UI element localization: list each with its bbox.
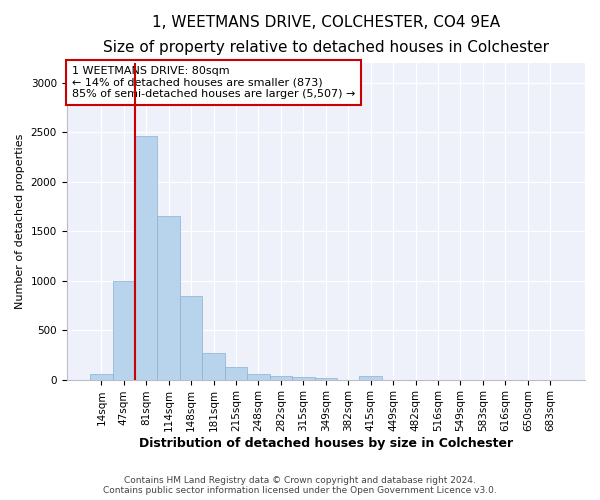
Bar <box>90 374 113 380</box>
X-axis label: Distribution of detached houses by size in Colchester: Distribution of detached houses by size … <box>139 437 513 450</box>
Bar <box>180 296 202 380</box>
Bar <box>157 216 180 380</box>
Bar <box>247 374 269 380</box>
Y-axis label: Number of detached properties: Number of detached properties <box>15 134 25 309</box>
Text: 1 WEETMANS DRIVE: 80sqm
← 14% of detached houses are smaller (873)
85% of semi-d: 1 WEETMANS DRIVE: 80sqm ← 14% of detache… <box>72 66 355 99</box>
Bar <box>225 366 247 380</box>
Bar <box>269 376 292 380</box>
Bar <box>292 376 314 380</box>
Bar <box>135 136 157 380</box>
Text: Contains HM Land Registry data © Crown copyright and database right 2024.
Contai: Contains HM Land Registry data © Crown c… <box>103 476 497 495</box>
Bar <box>202 353 225 380</box>
Bar <box>113 280 135 380</box>
Bar <box>359 376 382 380</box>
Title: 1, WEETMANS DRIVE, COLCHESTER, CO4 9EA
Size of property relative to detached hou: 1, WEETMANS DRIVE, COLCHESTER, CO4 9EA S… <box>103 15 549 54</box>
Bar <box>314 378 337 380</box>
